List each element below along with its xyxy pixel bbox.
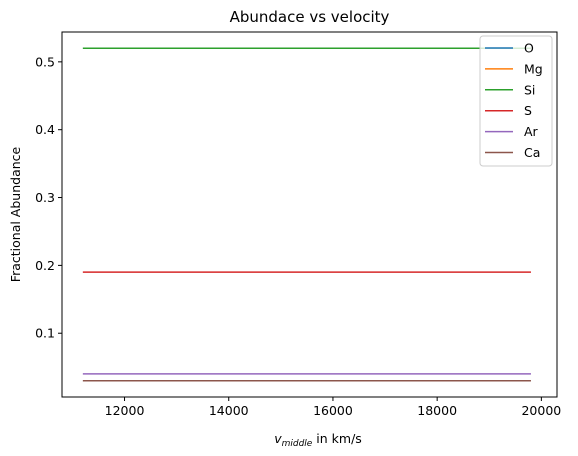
y-tick-label: 0.4 [35,122,55,137]
legend-item-ar: Ar [485,124,539,139]
x-tick-label: 20000 [521,403,561,418]
y-axis-ticks: 0.1 0.2 0.3 0.4 0.5 [35,54,62,341]
legend-box [479,35,553,167]
legend-item-s: S [485,103,532,118]
legend-item-o: O [485,41,534,56]
legend-label: Ar [524,124,539,139]
x-axis-label: vmiddle in km/s [274,431,362,449]
x-axis-label-variable: v [274,431,282,446]
legend-label: Ca [524,145,540,160]
y-tick-label: 0.5 [35,54,55,69]
legend-item-ca: Ca [485,145,540,160]
legend-label: Mg [524,61,543,76]
x-axis-label-subscript: middle [282,439,313,449]
legend-item-mg: Mg [485,61,543,76]
legend-label: Si [524,82,535,97]
legend: O Mg Si S Ar Ca [479,35,553,167]
legend-item-si: Si [485,82,535,97]
x-axis-label-unit: in km/s [312,431,361,446]
x-tick-label: 14000 [209,403,249,418]
x-tick-label: 12000 [105,403,145,418]
y-axis-label: Fractional Abundance [8,146,23,282]
y-tick-label: 0.2 [35,258,55,273]
plot-frame [61,31,558,398]
x-tick-label: 18000 [417,403,457,418]
legend-label: O [524,41,534,56]
x-axis-ticks: 12000 14000 16000 18000 20000 [105,397,561,418]
y-tick-label: 0.1 [35,326,55,341]
plot-lines [82,47,531,382]
x-tick-label: 16000 [313,403,353,418]
y-tick-label: 0.3 [35,190,55,205]
legend-label: S [524,103,532,118]
chart-title: Abundace vs velocity [230,8,390,26]
